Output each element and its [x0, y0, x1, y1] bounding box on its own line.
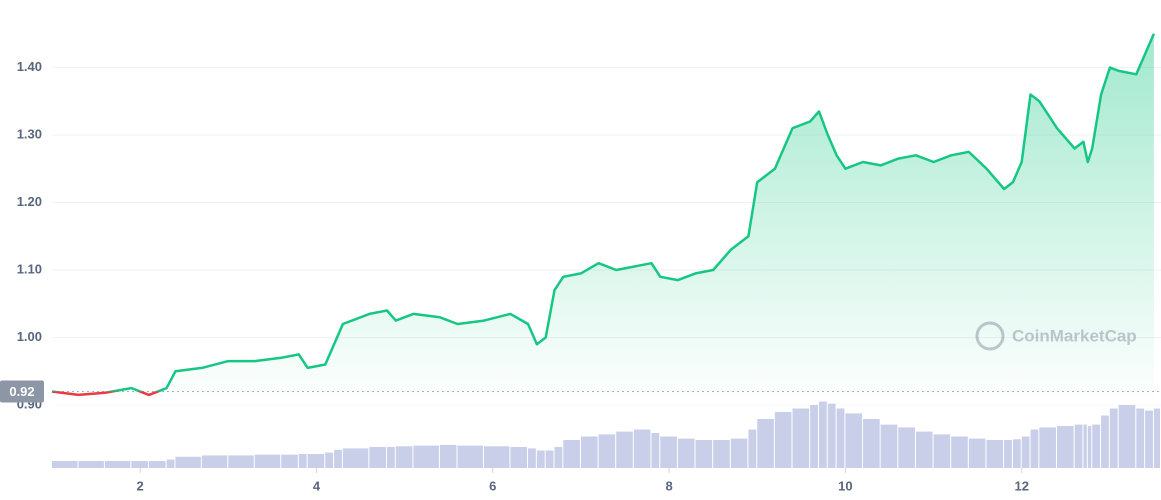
- y-tick-label: 1.40: [17, 59, 42, 74]
- volume-bar: [757, 419, 774, 468]
- x-tick-label: 8: [665, 478, 672, 493]
- volume-bar: [413, 445, 439, 468]
- volume-bar: [1074, 424, 1083, 468]
- volume-bar: [986, 440, 1004, 468]
- volume-bar: [175, 456, 201, 468]
- x-tick-label: 2: [137, 478, 144, 493]
- volume-bar: [933, 434, 951, 468]
- y-tick-label: 1.10: [17, 261, 42, 276]
- volume-bar: [1136, 408, 1145, 468]
- x-tick-label: 12: [1014, 478, 1028, 493]
- volume-bar: [818, 401, 827, 468]
- volume-bar: [228, 455, 254, 468]
- volume-bar: [651, 433, 660, 468]
- volume-bar: [545, 450, 554, 468]
- x-tick-label: 6: [489, 478, 496, 493]
- volume-bar: [554, 447, 563, 468]
- volume-bar: [616, 431, 633, 468]
- volume-bar: [968, 438, 986, 468]
- area: [52, 33, 1154, 406]
- volume-bar: [880, 424, 898, 468]
- volume-bar: [166, 459, 175, 468]
- watermark: CoinMarketCap: [975, 321, 1137, 351]
- volume-bar: [1092, 424, 1101, 468]
- volume-bar: [730, 438, 748, 468]
- volume-bar: [827, 403, 836, 468]
- volume-bar: [845, 413, 863, 468]
- volume-bar: [307, 454, 325, 468]
- volume-bar: [898, 427, 915, 468]
- volume-bar: [1021, 436, 1030, 468]
- volume-bar: [342, 448, 369, 468]
- volume-bar: [104, 461, 131, 468]
- volume-bar: [386, 447, 395, 468]
- reference-badge: [0, 380, 44, 403]
- price-line: [52, 33, 1156, 392]
- volume-bar: [1039, 427, 1056, 468]
- volume-bar: [52, 461, 78, 468]
- volume-bar: [633, 429, 651, 468]
- volume-bar: [1087, 426, 1092, 468]
- volume-bar: [395, 446, 413, 468]
- volume-bar: [1109, 408, 1118, 468]
- volume-bar: [536, 450, 545, 468]
- volume-bar: [580, 436, 598, 468]
- volume-bar: [792, 408, 810, 468]
- volume-bar: [369, 447, 386, 468]
- volume-bar: [131, 461, 148, 468]
- volume-bar: [1145, 410, 1153, 468]
- volume-bar: [660, 436, 677, 468]
- volume-bar: [78, 461, 104, 468]
- volume-bar: [836, 408, 845, 468]
- volume-bar: [1118, 405, 1136, 468]
- volume-bar: [1012, 439, 1021, 468]
- volume-bar: [677, 438, 695, 468]
- volume-bar: [1004, 440, 1012, 468]
- volume-bar: [457, 445, 483, 468]
- volume-bar: [148, 461, 166, 468]
- reference-label: 0.92: [9, 384, 34, 399]
- volume-bar: [1153, 408, 1160, 468]
- volume-bar: [598, 434, 616, 468]
- volume-bar: [201, 455, 228, 468]
- volume-bar: [563, 440, 580, 468]
- watermark-logo: [975, 321, 1005, 351]
- volume-bar: [1101, 415, 1109, 468]
- volume-bar: [334, 449, 342, 468]
- volume-bars: [52, 398, 1161, 468]
- volume-bar: [713, 440, 730, 468]
- volume-bar: [325, 452, 334, 468]
- watermark-text: CoinMarketCap: [1012, 326, 1137, 345]
- volume-bar: [439, 444, 457, 468]
- y-tick-label: 1.00: [17, 329, 42, 344]
- volume-bar: [1083, 424, 1087, 468]
- volume-bar: [695, 440, 713, 468]
- y-tick-label: 1.20: [17, 194, 42, 209]
- volume-bar: [748, 429, 757, 468]
- volume-bar: [254, 454, 281, 468]
- y-tick-label: 1.30: [17, 126, 42, 141]
- x-tick-label: 10: [838, 478, 852, 493]
- volume-bar: [510, 447, 528, 468]
- volume-bar: [774, 412, 792, 468]
- volume-bar: [528, 448, 536, 468]
- volume-bar: [915, 431, 933, 468]
- volume-bar: [298, 454, 307, 468]
- volume-bar: [1056, 426, 1074, 468]
- volume-bar: [483, 446, 510, 468]
- x-tick-label: 4: [313, 478, 321, 493]
- volume-bar: [951, 436, 968, 468]
- volume-bar: [810, 405, 818, 468]
- volume-bar: [281, 454, 298, 468]
- volume-bar: [863, 419, 880, 468]
- volume-bar: [1030, 429, 1039, 468]
